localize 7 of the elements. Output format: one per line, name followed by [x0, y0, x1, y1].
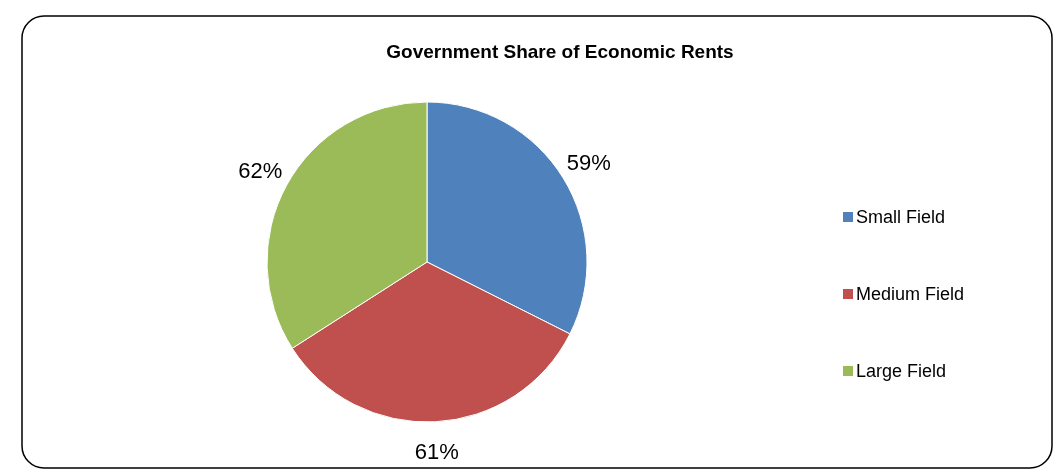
legend-label: Small Field: [856, 207, 946, 227]
data-label: 62%: [238, 158, 283, 184]
chart-title: Government Share of Economic Rents: [386, 41, 734, 62]
legend-label: Large Field: [856, 361, 947, 381]
data-label: 61%: [414, 439, 459, 465]
data-label: 59%: [566, 149, 611, 175]
legend-label: Medium Field: [856, 284, 965, 304]
